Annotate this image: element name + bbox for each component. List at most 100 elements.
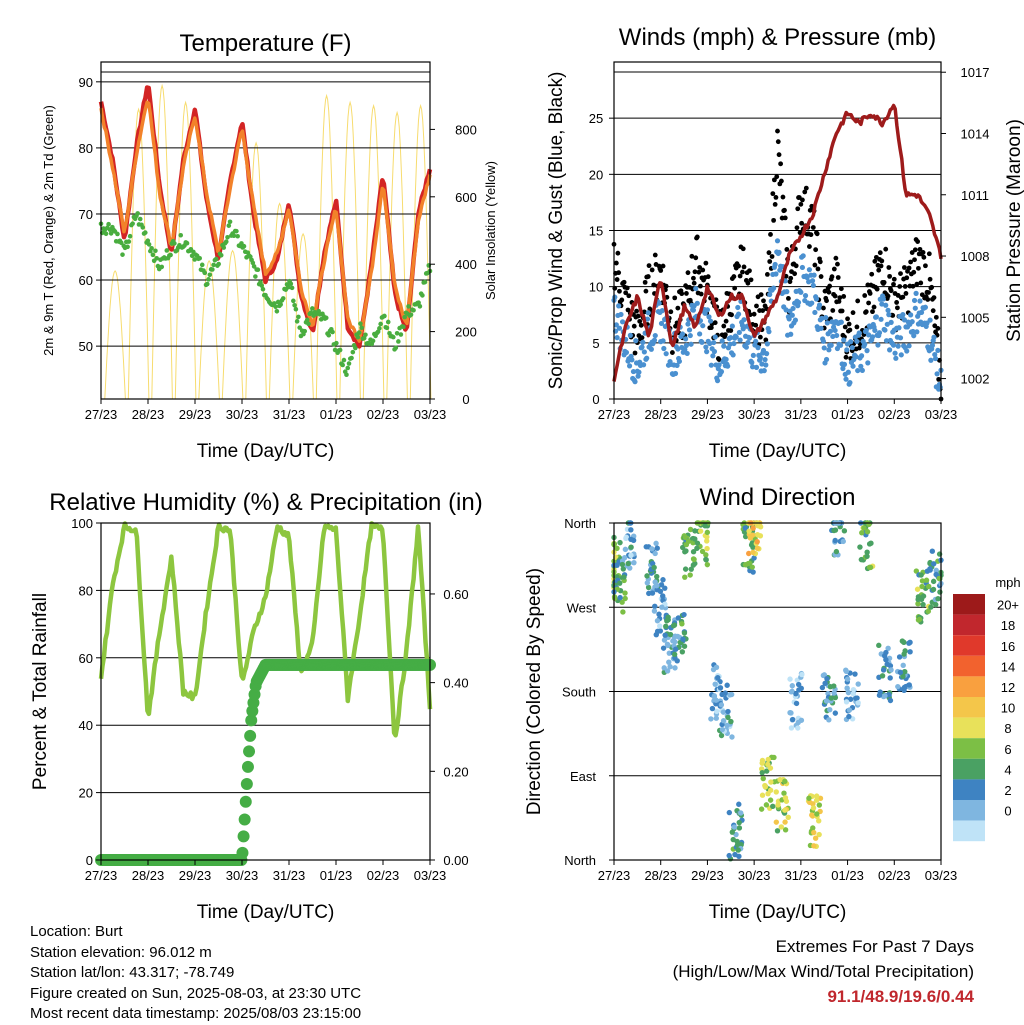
dewpoint-point — [130, 221, 135, 226]
wind-speed-point — [728, 334, 734, 341]
dewpoint-point — [370, 338, 376, 344]
winds-y-tick-label: 25 — [589, 111, 603, 126]
direction-point — [675, 615, 682, 621]
gust-point — [784, 247, 790, 252]
wind-speed-point — [917, 298, 923, 304]
wind-speed-point — [864, 348, 870, 354]
wind-speed-point — [932, 355, 939, 362]
direction-point — [901, 639, 907, 646]
wind-speed-point — [753, 364, 760, 370]
pressure-y-tick-label: 1008 — [961, 249, 990, 264]
direction-point — [923, 577, 930, 583]
station-location: Location: Burt — [30, 923, 123, 940]
gust-point — [619, 297, 625, 303]
wind-speed-point — [876, 330, 883, 336]
gust-point — [741, 264, 747, 270]
direction-point — [864, 529, 871, 535]
extremes-values: 91.1/48.9/19.6/0.44 — [827, 987, 974, 1006]
direction-point — [671, 622, 678, 628]
gust-point — [792, 271, 798, 277]
wind-speed-point — [918, 309, 925, 316]
gust-point — [757, 334, 763, 340]
gust-point — [705, 274, 711, 280]
wind-speed-point — [878, 316, 884, 322]
direction-point — [900, 662, 906, 668]
dewpoint-point — [289, 285, 295, 291]
direction-point — [631, 559, 637, 566]
wind-speed-point — [777, 267, 783, 273]
direction-point — [864, 553, 870, 559]
wind-speed-point — [862, 341, 868, 347]
direction-point — [868, 540, 874, 546]
winds-y-tick-label: 10 — [589, 280, 603, 295]
insolation-y-tick-label: 600 — [455, 190, 477, 205]
gust-point — [803, 185, 809, 191]
direction-point — [726, 852, 732, 859]
dewpoint-point — [344, 372, 349, 378]
gust-point — [712, 320, 718, 326]
direction-point — [704, 529, 711, 536]
gust-point — [831, 266, 837, 272]
direction-point — [852, 695, 859, 701]
direction-point — [929, 548, 936, 554]
direction-point — [643, 544, 649, 550]
direction-point — [709, 705, 716, 712]
direction-point — [690, 562, 697, 568]
direction-y-tick-label: West — [567, 600, 597, 615]
winds-x-tick-label: 03/23 — [925, 407, 958, 422]
wind-speed-point — [639, 344, 645, 350]
speed-legend-swatch — [953, 697, 985, 718]
gust-point — [728, 328, 734, 333]
direction-point — [760, 775, 766, 782]
direction-point — [734, 838, 740, 845]
speed-legend-swatch — [953, 758, 985, 780]
direction-point — [906, 682, 912, 688]
direction-point — [919, 578, 926, 584]
gust-point — [829, 274, 835, 280]
direction-point — [767, 787, 774, 793]
direction-point — [620, 609, 626, 615]
direction-point — [652, 550, 658, 557]
direction-point — [617, 539, 623, 546]
direction-point — [833, 548, 840, 555]
direction-point — [883, 657, 889, 663]
precip-point — [243, 745, 256, 758]
direction-point — [819, 684, 826, 691]
gust-point — [915, 239, 921, 244]
dewpoint-point — [393, 345, 399, 351]
gust-point — [810, 225, 816, 230]
winds-x-axis-label: Time (Day/UTC) — [709, 441, 847, 462]
gust-point — [698, 283, 703, 289]
wind-speed-point — [614, 335, 620, 341]
dewpoint-point — [192, 257, 197, 262]
wind-speed-point — [675, 346, 681, 352]
direction-point — [811, 829, 817, 836]
gust-point — [700, 267, 706, 273]
gust-point — [902, 265, 907, 270]
wind-speed-point — [820, 338, 827, 344]
dewpoint-point — [234, 228, 239, 234]
direction-y-tick-label: East — [570, 769, 596, 784]
wind-speed-point — [719, 338, 725, 344]
gust-point — [888, 288, 894, 294]
wind-speed-point — [789, 312, 795, 318]
winds-y-tick-label: 20 — [589, 167, 603, 182]
direction-point — [714, 708, 720, 714]
dewpoint-point — [292, 302, 297, 308]
wind-speed-point — [823, 356, 830, 363]
wind-speed-point — [922, 304, 929, 310]
speed-legend-swatch — [953, 820, 985, 842]
dewpoint-point — [293, 306, 299, 312]
dewpoint-point — [108, 231, 114, 236]
direction-point — [711, 693, 718, 699]
gust-point — [778, 178, 784, 184]
direction-point — [771, 754, 777, 761]
wind-speed-point — [806, 267, 813, 273]
wind-speed-point — [745, 339, 751, 346]
direction-point — [660, 577, 666, 583]
wind-speed-point — [718, 369, 725, 375]
gust-point — [745, 280, 751, 286]
dewpoint-point — [394, 330, 400, 336]
wind-speed-point — [898, 352, 904, 358]
gust-point — [731, 274, 737, 279]
